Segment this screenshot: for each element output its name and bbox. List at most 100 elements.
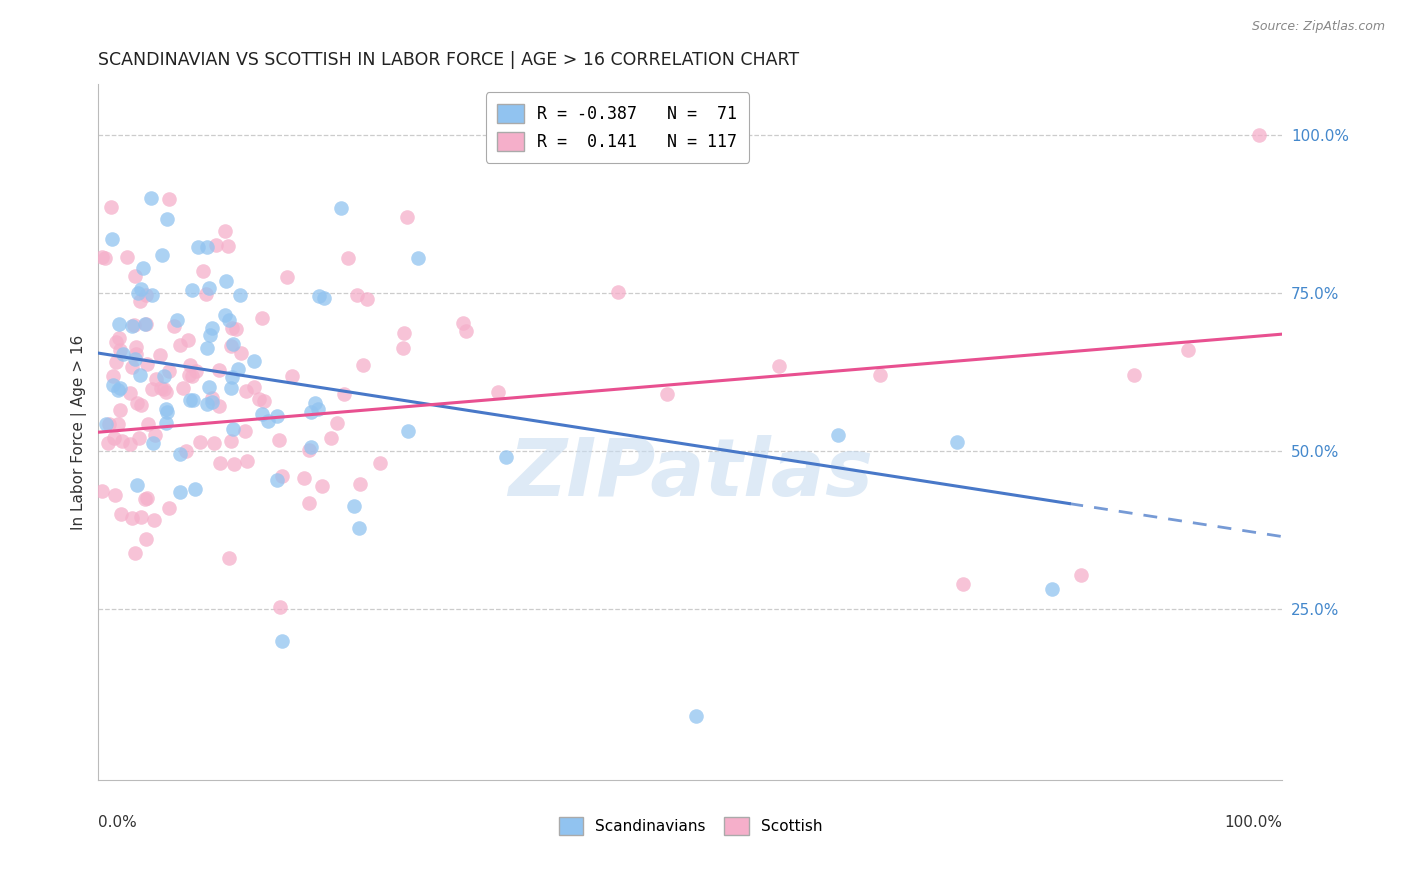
- Point: [125, 396, 148, 410]
- Point: [186, 364, 208, 378]
- Point: [606, 285, 628, 299]
- Point: [198, 281, 221, 295]
- Point: [270, 634, 292, 648]
- Point: [349, 476, 371, 491]
- Point: [225, 322, 247, 336]
- Point: [108, 402, 131, 417]
- Point: [946, 434, 969, 449]
- Point: [869, 368, 891, 383]
- Point: [124, 352, 146, 367]
- Point: [236, 454, 259, 468]
- Point: [314, 292, 336, 306]
- Point: [304, 395, 326, 409]
- Text: Source: ZipAtlas.com: Source: ZipAtlas.com: [1251, 20, 1385, 33]
- Point: [118, 436, 141, 450]
- Point: [297, 496, 319, 510]
- Point: [356, 292, 378, 306]
- Point: [202, 436, 225, 450]
- Text: 0.0%: 0.0%: [98, 815, 138, 830]
- Point: [195, 287, 218, 301]
- Point: [156, 405, 179, 419]
- Point: [156, 212, 179, 227]
- Point: [103, 368, 125, 383]
- Point: [121, 359, 143, 374]
- Point: [153, 382, 176, 396]
- Point: [179, 393, 201, 408]
- Point: [952, 577, 974, 591]
- Point: [392, 326, 415, 341]
- Point: [141, 382, 163, 396]
- Point: [368, 456, 391, 470]
- Point: [129, 398, 152, 412]
- Point: [235, 384, 257, 399]
- Point: [222, 457, 245, 471]
- Point: [172, 382, 194, 396]
- Text: 100.0%: 100.0%: [1225, 815, 1282, 830]
- Point: [330, 201, 353, 215]
- Point: [142, 513, 165, 527]
- Point: [827, 428, 849, 442]
- Point: [486, 385, 509, 400]
- Point: [145, 371, 167, 385]
- Point: [101, 378, 124, 392]
- Point: [100, 232, 122, 246]
- Point: [149, 381, 172, 395]
- Point: [124, 268, 146, 283]
- Point: [143, 428, 166, 442]
- Point: [96, 417, 118, 431]
- Point: [141, 288, 163, 302]
- Point: [406, 251, 429, 265]
- Point: [97, 436, 120, 450]
- Point: [125, 340, 148, 354]
- Point: [229, 287, 252, 301]
- Point: [222, 337, 245, 351]
- Point: [451, 316, 474, 330]
- Point: [218, 550, 240, 565]
- Point: [157, 500, 180, 515]
- Point: [454, 324, 477, 338]
- Point: [134, 318, 156, 332]
- Point: [127, 478, 149, 492]
- Point: [169, 338, 191, 352]
- Point: [396, 424, 419, 438]
- Point: [205, 237, 228, 252]
- Point: [121, 511, 143, 525]
- Text: ZIPatlas: ZIPatlas: [508, 435, 873, 513]
- Point: [122, 318, 145, 332]
- Point: [107, 384, 129, 398]
- Point: [98, 417, 121, 431]
- Point: [129, 368, 152, 382]
- Point: [308, 289, 330, 303]
- Point: [208, 362, 231, 376]
- Point: [128, 432, 150, 446]
- Point: [229, 346, 252, 360]
- Point: [157, 192, 180, 206]
- Point: [155, 416, 177, 430]
- Point: [125, 346, 148, 360]
- Point: [100, 200, 122, 214]
- Point: [269, 599, 291, 614]
- Point: [169, 447, 191, 461]
- Point: [111, 434, 134, 449]
- Point: [118, 385, 141, 400]
- Point: [395, 210, 418, 224]
- Point: [104, 355, 127, 369]
- Point: [301, 405, 323, 419]
- Point: [221, 369, 243, 384]
- Point: [157, 364, 180, 378]
- Point: [257, 415, 280, 429]
- Y-axis label: In Labor Force | Age > 16: In Labor Force | Age > 16: [72, 334, 87, 530]
- Point: [655, 387, 678, 401]
- Point: [214, 308, 236, 322]
- Point: [325, 416, 347, 430]
- Point: [142, 436, 165, 450]
- Point: [91, 250, 114, 264]
- Point: [166, 313, 188, 327]
- Point: [219, 339, 242, 353]
- Point: [181, 369, 204, 384]
- Point: [201, 391, 224, 405]
- Point: [215, 275, 238, 289]
- Point: [233, 425, 256, 439]
- Point: [110, 507, 132, 521]
- Point: [222, 422, 245, 436]
